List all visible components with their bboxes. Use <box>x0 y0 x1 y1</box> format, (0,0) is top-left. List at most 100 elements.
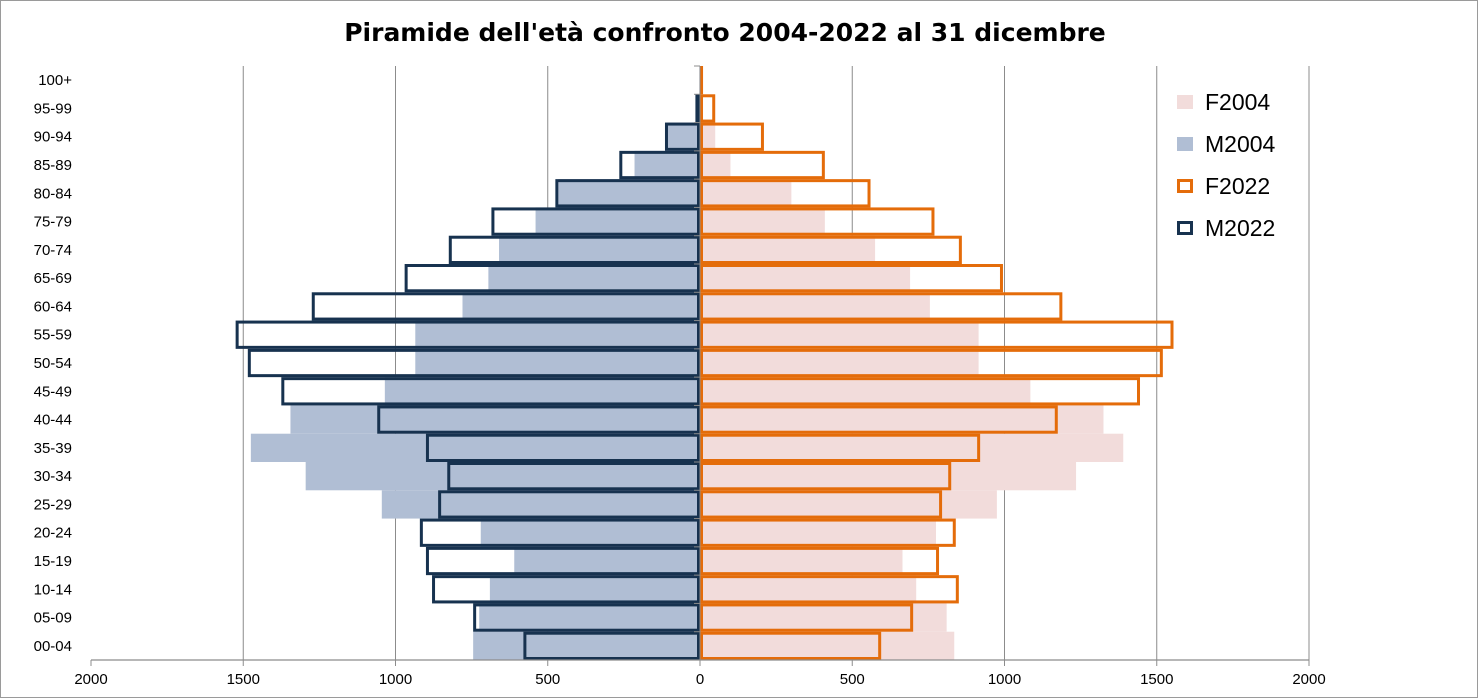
age-group-label: 95-99 <box>34 100 72 117</box>
bar-m2022 <box>473 603 700 632</box>
legend-swatch-f2022 <box>1177 179 1193 193</box>
bars <box>235 66 1174 661</box>
bar-m2022 <box>432 575 700 604</box>
bar-m2004 <box>415 320 700 349</box>
bar-f2022 <box>700 179 871 208</box>
age-group-labels: 00-04 05-09 10-14 15-19 20-24 25-29 30-34 35-39… <box>34 72 73 655</box>
bar-m2004 <box>462 292 700 321</box>
age-group-label: 15-19 <box>34 553 72 570</box>
legend-swatch-m2004 <box>1177 137 1193 151</box>
bar-f2022 <box>700 433 981 463</box>
bar-m2004 <box>250 433 701 462</box>
bar-f2004 <box>700 264 911 293</box>
age-group-label: 10-14 <box>34 581 72 598</box>
bar-f2004 <box>700 292 930 321</box>
age-group-label: 00-04 <box>34 638 72 655</box>
x-tick-label: 500 <box>535 671 560 688</box>
bar-f2004 <box>700 490 997 519</box>
age-group-label: 25-29 <box>34 496 72 513</box>
bar-m2022 <box>619 150 700 180</box>
legend-swatch-f2004 <box>1177 95 1193 109</box>
bar-f2022 <box>700 150 825 180</box>
bar-m2022 <box>438 490 700 519</box>
age-group-label: 35-39 <box>34 440 72 457</box>
age-group-label: 65-69 <box>34 270 72 287</box>
bar-m2022 <box>247 348 700 378</box>
bar-f2004 <box>700 348 979 378</box>
x-tick-label: 0 <box>696 671 704 688</box>
bar-f2022 <box>700 462 952 491</box>
age-group-label: 100+ <box>38 72 72 89</box>
bar-f2004 <box>700 235 876 264</box>
bar-m2022 <box>311 292 700 321</box>
x-tick-label: 2000 <box>74 671 107 688</box>
age-group-label: 05-09 <box>34 610 72 627</box>
bar-f2022 <box>700 490 943 519</box>
bar-m2004 <box>488 264 700 293</box>
bar-f2004 <box>700 122 716 151</box>
age-group-label: 20-24 <box>34 525 72 542</box>
x-tick-label: 1000 <box>988 671 1021 688</box>
bar-m2022 <box>491 207 701 236</box>
bar-m2004 <box>381 490 700 519</box>
bar-f2022 <box>700 377 1141 406</box>
axes <box>90 65 1310 666</box>
bar-m2004 <box>499 235 700 264</box>
bar-m2022 <box>404 264 700 293</box>
legend-label-f2022: F2022 <box>1205 173 1270 199</box>
bar-m2004 <box>290 405 700 434</box>
bar-f2022 <box>700 235 962 264</box>
bar-f2004 <box>700 405 1104 434</box>
age-group-label: 90-94 <box>34 129 72 146</box>
bar-f2004 <box>700 207 825 236</box>
age-group-label: 40-44 <box>34 412 72 429</box>
bar-f2022 <box>700 94 716 123</box>
age-group-label: 85-89 <box>34 157 72 174</box>
x-tick-label: 2000 <box>1292 671 1325 688</box>
legend-label-m2004: M2004 <box>1205 131 1276 157</box>
bar-m2004 <box>473 631 700 660</box>
bar-m2022 <box>377 405 700 434</box>
bar-m2004 <box>558 179 700 208</box>
bar-f2022 <box>700 122 764 151</box>
bar-f2004 <box>700 377 1031 406</box>
x-tick-label: 500 <box>840 671 865 688</box>
bar-m2022 <box>281 377 700 406</box>
age-group-label: 45-49 <box>34 383 72 400</box>
bar-f2022 <box>700 631 882 661</box>
age-group-label: 75-79 <box>34 214 72 231</box>
bar-f2022 <box>700 320 1174 349</box>
bar-m2004 <box>415 348 700 378</box>
bar-m2022 <box>425 546 700 576</box>
bar-m2022 <box>448 235 700 264</box>
age-group-label: 70-74 <box>34 242 72 259</box>
bar-m2004 <box>535 207 700 236</box>
x-tick-label: 1500 <box>1140 671 1173 688</box>
bar-f2022 <box>700 264 1003 293</box>
bar-f2004 <box>700 603 947 632</box>
bar-f2004 <box>700 575 917 604</box>
bar-f2022 <box>700 518 956 547</box>
legend: F2004 M2004 F2022 M2022 <box>1177 89 1276 241</box>
bar-m2022 <box>447 462 701 491</box>
bar-f2022 <box>700 207 935 236</box>
bar-m2004 <box>634 150 700 180</box>
bar-f2022 <box>700 292 1063 321</box>
age-group-label: 30-34 <box>34 468 72 485</box>
bar-m2022 <box>555 179 700 208</box>
age-group-label: 60-64 <box>34 298 72 315</box>
bar-m2004 <box>305 462 700 491</box>
bar-m2004 <box>480 518 700 547</box>
bar-f2022 <box>700 575 959 604</box>
bar-m2022 <box>235 320 700 349</box>
bar-f2004 <box>700 320 979 349</box>
bar-m2022 <box>695 94 700 123</box>
bar-f2004 <box>700 546 903 576</box>
bar-m2004 <box>384 377 700 406</box>
bar-m2022 <box>425 433 700 463</box>
bar-f2004 <box>700 433 1124 462</box>
bar-m2004 <box>479 603 700 632</box>
bar-f2004 <box>700 518 936 547</box>
age-group-label: 80-84 <box>34 185 72 202</box>
bar-m2004 <box>489 575 700 604</box>
